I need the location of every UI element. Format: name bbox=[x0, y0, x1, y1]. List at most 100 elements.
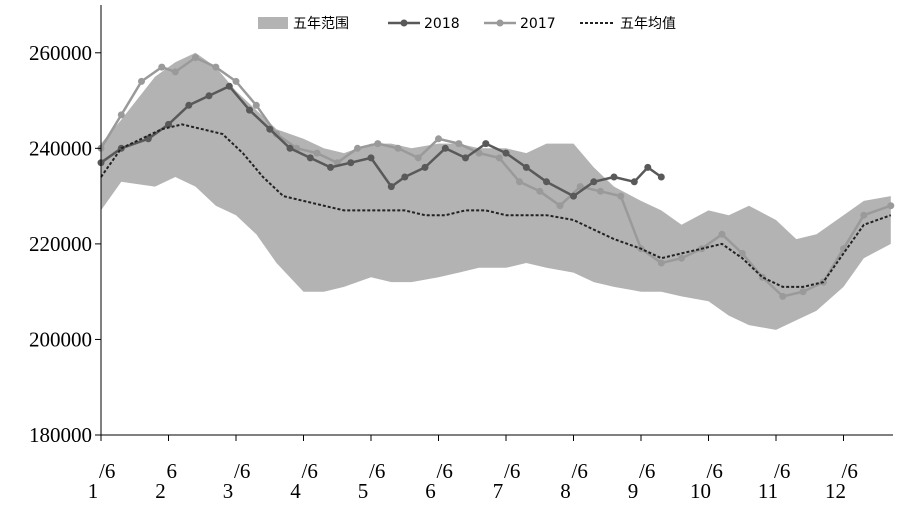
x-tick-label: 4 bbox=[290, 479, 301, 503]
point-2017 bbox=[232, 77, 240, 85]
point-2018 bbox=[347, 159, 355, 167]
point-2017 bbox=[536, 187, 544, 195]
x-tick-label: 11 bbox=[758, 479, 778, 503]
point-2017 bbox=[374, 140, 382, 148]
y-tick-label: 180000 bbox=[29, 423, 92, 447]
y-tick-label: 200000 bbox=[29, 327, 92, 351]
x-tick-label: 6 bbox=[425, 479, 436, 503]
y-tick-label: 260000 bbox=[29, 41, 92, 65]
point-2017 bbox=[313, 149, 321, 157]
point-2017 bbox=[212, 63, 220, 71]
legend-marker-2017 bbox=[496, 19, 504, 27]
five-year-range-band bbox=[101, 52, 891, 330]
point-2018 bbox=[266, 125, 274, 133]
point-2018 bbox=[610, 173, 618, 181]
x-tick-label: 5 bbox=[358, 479, 369, 503]
legend-label-band: 五年范围 bbox=[293, 15, 349, 32]
x-tick-label: 7 bbox=[493, 479, 504, 503]
point-2018 bbox=[462, 154, 469, 162]
x-tick-label: 2 bbox=[155, 479, 166, 503]
legend-marker-2018 bbox=[400, 19, 408, 27]
point-2018 bbox=[522, 163, 530, 171]
point-2017 bbox=[435, 135, 442, 143]
point-2017 bbox=[252, 101, 260, 109]
series-line-2017 bbox=[99, 56, 892, 298]
legend-swatch-band bbox=[258, 17, 288, 29]
point-2018 bbox=[482, 140, 490, 148]
point-2018 bbox=[401, 173, 409, 181]
point-2017 bbox=[158, 63, 166, 71]
x-tick-label-sup: /6 bbox=[437, 459, 453, 483]
point-2018 bbox=[590, 178, 598, 186]
plot-area bbox=[97, 52, 895, 330]
point-2017 bbox=[117, 111, 125, 119]
x-tick-label-sup: /6 bbox=[572, 459, 588, 483]
point-2018 bbox=[421, 163, 429, 171]
point-2017 bbox=[495, 154, 503, 162]
point-2017 bbox=[354, 144, 361, 152]
x-tick-label-sup: /6 bbox=[504, 459, 520, 483]
x-tick-label: 8 bbox=[560, 479, 571, 503]
point-2017 bbox=[799, 288, 807, 296]
x-tick-label-sup: /6 bbox=[369, 459, 385, 483]
x-tick-label: 9 bbox=[628, 479, 639, 503]
x-tick-label: 3 bbox=[223, 479, 234, 503]
x-tick-label-sup: /6 bbox=[234, 459, 250, 483]
legend: 五年范围 2018 2017 五年均值 bbox=[258, 15, 676, 32]
point-2017 bbox=[455, 140, 463, 148]
point-2017 bbox=[779, 292, 787, 300]
legend-label-avg: 五年均值 bbox=[620, 16, 676, 32]
x-tick-label-sup: 6 bbox=[167, 459, 178, 483]
point-2017 bbox=[576, 183, 584, 191]
point-2018 bbox=[387, 183, 395, 191]
point-2017 bbox=[617, 192, 625, 200]
point-2017 bbox=[475, 149, 483, 157]
point-2017 bbox=[860, 211, 868, 219]
x-tick-label: 10 bbox=[690, 479, 711, 503]
legend-label-2017: 2017 bbox=[520, 16, 556, 32]
point-2017 bbox=[556, 202, 564, 210]
point-2018 bbox=[543, 178, 550, 186]
point-2018 bbox=[246, 106, 253, 114]
point-2017 bbox=[516, 178, 523, 186]
x-tick-label: 1 bbox=[88, 479, 99, 503]
point-2017 bbox=[414, 154, 422, 162]
point-2017 bbox=[738, 249, 746, 257]
point-2017 bbox=[657, 259, 665, 267]
legend-label-2018: 2018 bbox=[424, 16, 460, 32]
x-tick-label-sup: /6 bbox=[99, 459, 115, 483]
point-2017 bbox=[394, 144, 402, 152]
point-2018 bbox=[367, 154, 375, 162]
x-tick-label: 12 bbox=[825, 479, 846, 503]
point-2018 bbox=[570, 192, 577, 200]
point-2018 bbox=[165, 120, 172, 128]
series-line-avg bbox=[100, 123, 892, 288]
y-tick-label: 240000 bbox=[29, 136, 92, 160]
axes: 1800002000002200002400002600001/6263/64/… bbox=[29, 5, 893, 503]
point-2017 bbox=[138, 77, 145, 85]
point-2017 bbox=[171, 68, 179, 76]
x-tick-label-sup: /6 bbox=[842, 459, 858, 483]
point-2017 bbox=[597, 187, 604, 195]
point-2017 bbox=[678, 254, 685, 262]
x-tick-label-sup: /6 bbox=[774, 459, 790, 483]
point-2018 bbox=[327, 163, 334, 171]
point-2018 bbox=[441, 144, 449, 152]
x-tick-label-sup: /6 bbox=[302, 459, 318, 483]
point-2018 bbox=[286, 144, 294, 152]
point-2018 bbox=[644, 163, 652, 171]
point-2018 bbox=[306, 154, 314, 162]
point-2018 bbox=[225, 82, 233, 90]
point-2018 bbox=[205, 92, 213, 100]
point-2018 bbox=[502, 149, 510, 157]
point-2018 bbox=[657, 173, 665, 181]
point-2017 bbox=[192, 54, 199, 62]
point-2017 bbox=[718, 230, 726, 238]
x-tick-label-sup: /6 bbox=[639, 459, 655, 483]
point-2018 bbox=[185, 101, 193, 109]
point-2018 bbox=[630, 178, 638, 186]
x-tick-label-sup: /6 bbox=[707, 459, 723, 483]
y-tick-label: 220000 bbox=[29, 232, 92, 256]
point-2017 bbox=[887, 202, 895, 210]
